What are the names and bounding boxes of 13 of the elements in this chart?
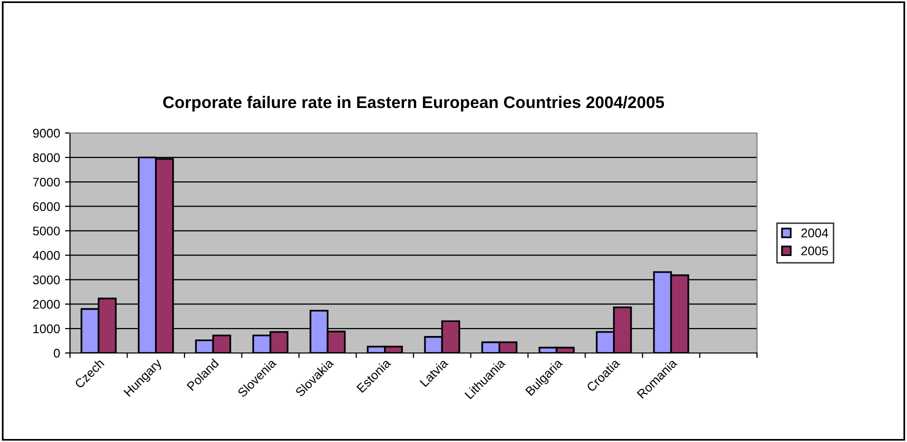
legend-label: 2005	[801, 246, 828, 256]
legend-label: 2004	[801, 228, 828, 238]
y-tick-label: 7000	[33, 178, 60, 187]
y-tick-label: 9000	[33, 128, 60, 138]
y-tick-label: 8000	[33, 153, 60, 162]
y-tick-label: 5000	[32, 226, 60, 236]
y-tick-label: 6000	[33, 202, 60, 211]
y-tick-label: 4000	[32, 251, 60, 260]
y-tick-label: 1000	[33, 324, 60, 334]
y-tick-label: 2000	[33, 300, 60, 309]
y-tick-label: 3000	[32, 275, 60, 284]
chart-title: Corporate failure rate in Eastern European Countries 2004/2005	[163, 96, 664, 112]
y-tick-label: 0	[54, 348, 60, 358]
